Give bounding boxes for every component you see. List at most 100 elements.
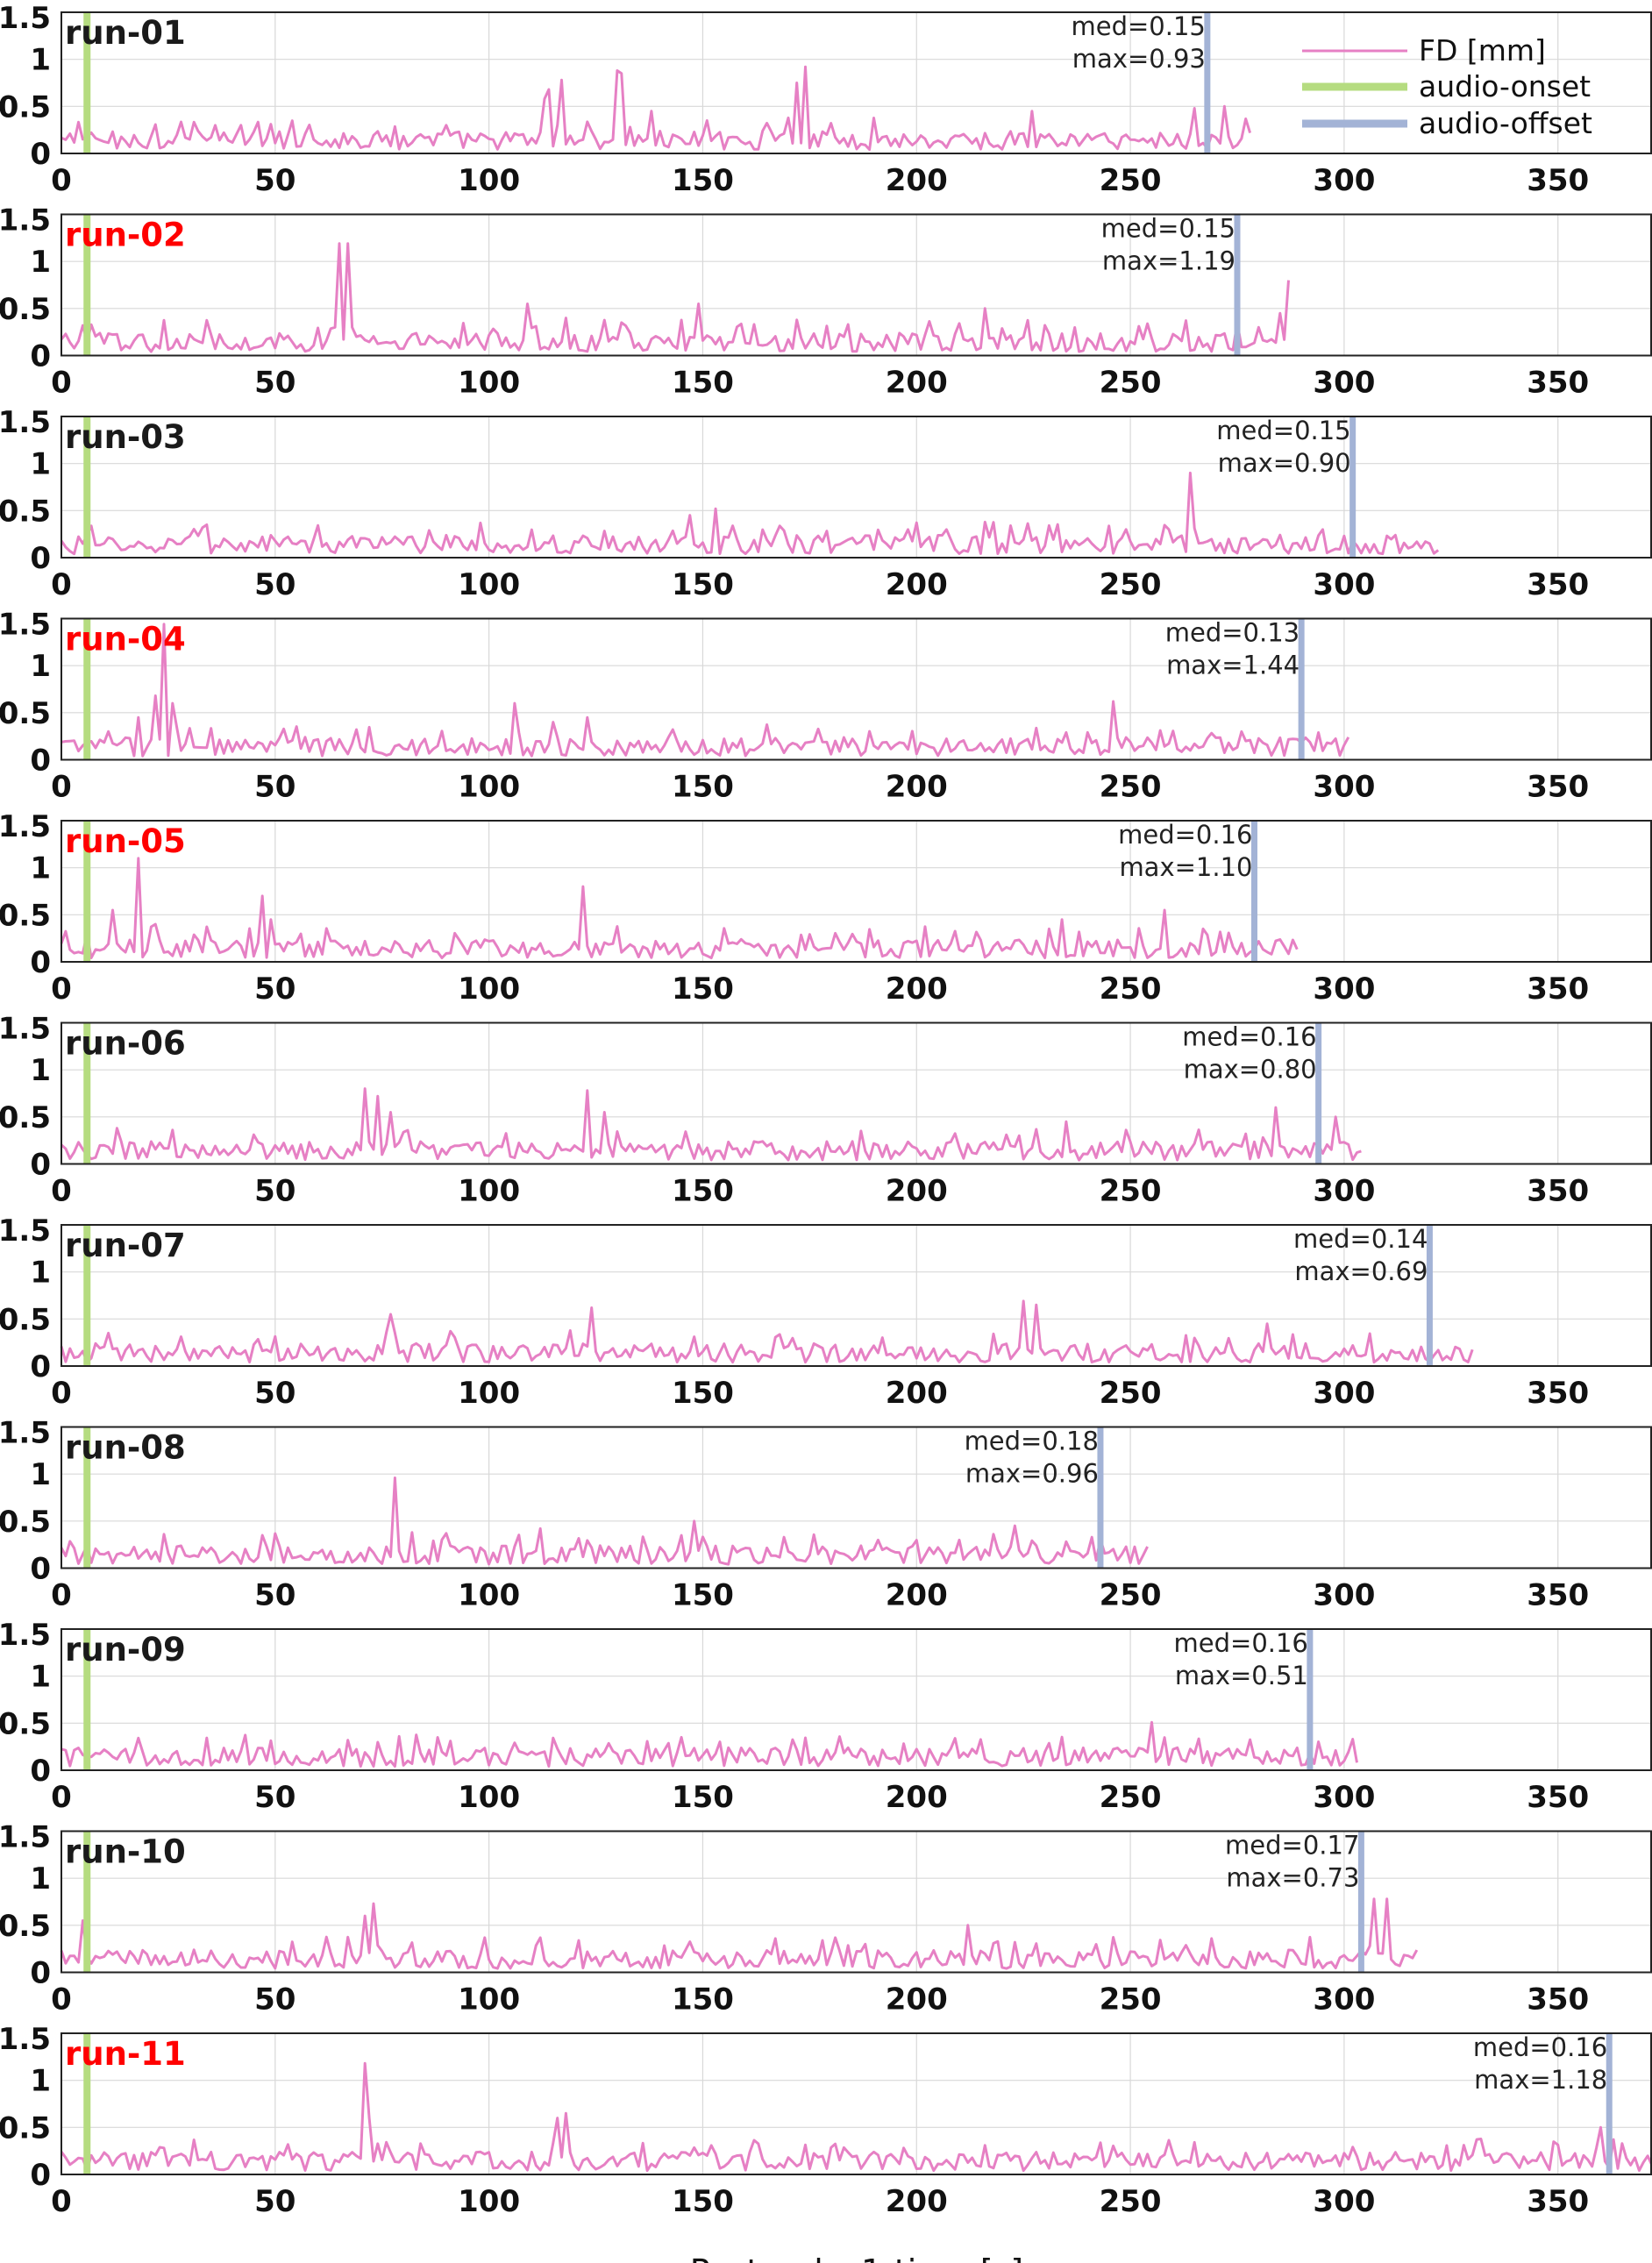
x-tick-label: 0 [51, 1780, 72, 1815]
y-tick-label: 1.5 [0, 809, 51, 844]
x-tick-label: 300 [1313, 163, 1375, 198]
x-tick-label: 250 [1100, 163, 1162, 198]
y-tick-label: 0.5 [0, 494, 51, 529]
y-tick-label: 0 [30, 541, 51, 576]
x-tick-label: 250 [1100, 1982, 1162, 2017]
med-label: med=0.16 [1473, 2032, 1607, 2062]
x-tick-label: 250 [1100, 2184, 1162, 2219]
x-tick-label: 200 [886, 163, 948, 198]
panel-frame [61, 1021, 1652, 1165]
med-label: med=0.13 [1165, 618, 1300, 648]
x-tick-label: 300 [1313, 2184, 1375, 2219]
fd-line-run-09 [61, 1720, 1358, 1768]
x-tick-label: 250 [1100, 1578, 1162, 1613]
x-tick-label: 300 [1313, 1982, 1375, 2017]
x-tick-label: 350 [1527, 2184, 1589, 2219]
x-tick-label: 300 [1313, 971, 1375, 1007]
y-tick-label: 0.5 [0, 696, 51, 731]
panel-frame [61, 617, 1652, 761]
max-label: max=1.10 [1119, 852, 1252, 882]
x-tick-label: 250 [1100, 1174, 1162, 1209]
panel-frame [61, 1628, 1652, 1771]
fd-line-run-11 [60, 2061, 1652, 2173]
max-label: max=0.96 [965, 1459, 1099, 1489]
x-tick-label: 200 [886, 770, 948, 805]
fd-line-run-08 [60, 1477, 1149, 1566]
x-tick-label: 350 [1527, 971, 1589, 1007]
max-label: max=1.19 [1102, 246, 1235, 276]
run-label: run-05 [65, 822, 186, 860]
panel-frame [61, 1830, 1652, 1974]
panel-frame [61, 1426, 1652, 1569]
y-tick-label: 1 [30, 2064, 51, 2099]
x-tick-label: 0 [51, 770, 72, 805]
fd-line-run-06 [61, 1087, 1362, 1162]
x-tick-label: 0 [51, 163, 72, 198]
x-tick-label: 250 [1100, 770, 1162, 805]
x-tick-label: 0 [51, 1376, 72, 1411]
x-tick-label: 100 [458, 2184, 520, 2219]
y-tick-label: 1 [30, 1660, 51, 1695]
max-label: max=0.73 [1226, 1863, 1359, 1893]
y-tick-label: 0 [30, 945, 51, 980]
y-tick-label: 1 [30, 1861, 51, 1897]
run-label: run-09 [65, 1631, 186, 1669]
x-tick-label: 250 [1100, 971, 1162, 1007]
x-tick-label: 200 [886, 1578, 948, 1613]
y-tick-label: 0.5 [0, 2110, 51, 2146]
x-tick-label: 50 [254, 1578, 296, 1613]
fd-line-run-07 [60, 1299, 1474, 1364]
panel-frame [61, 213, 1652, 357]
y-tick-label: 0.5 [0, 1505, 51, 1540]
x-tick-label: 50 [254, 366, 296, 401]
y-tick-label: 1 [30, 1457, 51, 1492]
x-tick-label: 150 [672, 163, 734, 198]
y-tick-label: 1.5 [0, 1213, 51, 1249]
fd-line-run-10 [60, 1897, 1419, 1970]
y-tick-label: 1.5 [0, 608, 51, 643]
x-tick-label: 350 [1527, 163, 1589, 198]
y-tick-label: 0.5 [0, 1100, 51, 1135]
x-tick-label: 200 [886, 1376, 948, 1411]
y-tick-label: 0 [30, 744, 51, 779]
panel-run-08: med=0.18 max=0.96 run-08 0 0.5 1 1.5 0 50 100 150 2… [0, 1416, 1652, 1613]
y-tick-label: 1.5 [0, 1416, 51, 1451]
x-tick-label: 100 [458, 971, 520, 1007]
y-tick-label: 0 [30, 339, 51, 374]
y-tick-label: 1 [30, 1053, 51, 1088]
x-tick-label: 100 [458, 163, 520, 198]
run-label: run-08 [65, 1429, 186, 1467]
x-tick-label: 350 [1527, 1982, 1589, 2017]
x-tick-label: 350 [1527, 1578, 1589, 1613]
fd-line-run-02 [60, 242, 1290, 353]
y-tick-label: 0.5 [0, 292, 51, 327]
y-tick-label: 1.5 [0, 405, 51, 440]
y-tick-label: 0 [30, 1956, 51, 1991]
x-tick-label: 300 [1313, 1780, 1375, 1815]
y-tick-label: 1.5 [0, 1618, 51, 1653]
fd-line-run-01 [61, 65, 1252, 152]
x-tick-label: 350 [1527, 1174, 1589, 1209]
x-tick-label: 100 [458, 1174, 520, 1209]
x-tick-label: 50 [254, 971, 296, 1007]
x-tick-label: 150 [672, 1780, 734, 1815]
panel-run-03: med=0.15 max=0.90 run-03 0 0.5 1 1.5 0 50 100 150 2… [0, 405, 1652, 602]
x-tick-label: 250 [1100, 1780, 1162, 1815]
y-tick-label: 1 [30, 851, 51, 886]
x-tick-label: 300 [1313, 770, 1375, 805]
x-tick-label: 350 [1527, 567, 1589, 602]
run-label: run-07 [65, 1227, 186, 1264]
legend-label: audio-offset [1419, 106, 1592, 140]
x-tick-label: 300 [1313, 567, 1375, 602]
x-tick-label: 50 [254, 1174, 296, 1209]
x-tick-label: 50 [254, 1376, 296, 1411]
x-tick-label: 200 [886, 567, 948, 602]
panel-frame [61, 2032, 1652, 2175]
